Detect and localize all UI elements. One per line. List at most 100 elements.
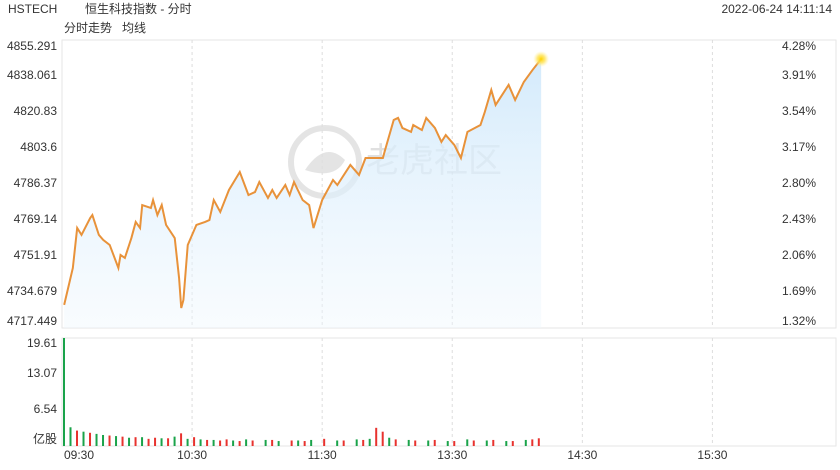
- volume-bar: [290, 440, 293, 446]
- volume-bar: [492, 439, 495, 446]
- volume-bar: [212, 439, 215, 446]
- volume-bar: [388, 437, 391, 446]
- volume-bar: [167, 438, 170, 446]
- volume-bar: [63, 338, 65, 446]
- volume-bar: [310, 439, 313, 446]
- x-tick-label: 10:30: [177, 448, 207, 462]
- y-tick-label: 4717.449: [7, 314, 57, 328]
- volume-bar: [381, 431, 384, 446]
- y2-tick-label: 1.32%: [782, 314, 816, 328]
- x-tick-label: 15:30: [697, 448, 727, 462]
- volume-bar: [245, 439, 248, 446]
- y2-tick-label: 3.91%: [782, 68, 816, 82]
- y2-tick-label: 4.28%: [782, 39, 816, 53]
- volume-bar: [264, 439, 267, 446]
- price-area: [64, 58, 542, 329]
- volume-bar: [505, 441, 508, 446]
- y-tick-label: 6.54: [34, 402, 58, 416]
- volume-bar: [433, 439, 436, 446]
- volume-bar: [186, 438, 189, 446]
- volume-bar: [414, 440, 417, 446]
- x-tick-label: 09:30: [64, 448, 94, 462]
- x-tick-label: 11:30: [308, 448, 337, 462]
- volume-bar: [173, 436, 176, 446]
- volume-bar: [206, 439, 209, 446]
- volume-bar: [193, 437, 196, 446]
- y2-tick-label: 2.06%: [782, 248, 816, 262]
- volume-bar: [342, 440, 345, 446]
- y-tick-label: 4820.83: [14, 104, 58, 118]
- legend-entry: 分时走势: [64, 21, 112, 35]
- volume-bar: [82, 431, 85, 446]
- volume-bar: [537, 438, 540, 446]
- y2-tick-label: 3.54%: [782, 104, 816, 118]
- volume-frame: [61, 337, 837, 447]
- y-tick-label: 4769.14: [14, 212, 58, 226]
- volume-bar: [225, 439, 228, 446]
- price-line: [63, 58, 542, 309]
- volume-bar: [102, 434, 105, 446]
- volume-bar: [297, 440, 300, 446]
- y2-tick-label: 2.43%: [782, 212, 816, 226]
- volume-bar: [141, 437, 144, 446]
- volume-bar: [323, 438, 326, 446]
- volume-bar: [180, 433, 183, 446]
- volume-bar: [147, 438, 150, 446]
- y2-tick-label: 1.69%: [782, 284, 816, 298]
- legend-entry: 均线: [122, 21, 146, 35]
- y-tick-label: 4751.91: [14, 248, 58, 262]
- volume-bar: [511, 441, 514, 446]
- volume-bar: [95, 433, 98, 446]
- volume-bar: [375, 427, 378, 446]
- volume-bar: [427, 440, 430, 446]
- volume-bar: [238, 441, 241, 446]
- volume-bar: [271, 439, 274, 446]
- unit-label: 亿股: [33, 431, 57, 446]
- y-tick-label: 4734.679: [7, 284, 57, 298]
- volume-bar: [69, 427, 72, 446]
- volume-bar: [89, 432, 92, 446]
- volume-bar: [232, 440, 235, 446]
- volume-bar: [453, 441, 456, 446]
- y2-tick-label: 2.80%: [782, 176, 816, 190]
- volume-bar: [524, 439, 527, 446]
- volume-bar: [199, 439, 202, 446]
- volume-bar: [336, 440, 339, 446]
- x-tick-label: 14:30: [567, 448, 597, 462]
- volume-bar: [485, 440, 488, 446]
- volume-bar: [472, 440, 475, 446]
- y-tick-label: 4838.061: [7, 68, 57, 82]
- volume-bar: [277, 441, 280, 446]
- volume-bar: [115, 436, 118, 446]
- volume-bar: [160, 438, 163, 446]
- volume-bar: [303, 441, 306, 446]
- volume-bar: [407, 439, 410, 446]
- y-tick-label: 19.61: [27, 336, 57, 350]
- volume-bar: [219, 440, 222, 446]
- timestamp: 2022-06-24 14:11:14: [721, 2, 832, 16]
- volume-bar: [466, 439, 469, 446]
- y-tick-label: 4786.37: [14, 176, 58, 190]
- volume-bar: [76, 430, 79, 446]
- volume-bar: [362, 439, 365, 446]
- x-tick-label: 13:30: [437, 448, 467, 462]
- volume-bar: [368, 438, 371, 446]
- symbol: HSTECH: [8, 2, 57, 16]
- volume-bar: [251, 440, 254, 446]
- volume-bar: [394, 439, 397, 446]
- last-point-glow: [533, 50, 550, 67]
- y-tick-label: 13.07: [27, 366, 57, 380]
- index-name: 恒生科技指数 - 分时: [85, 1, 192, 16]
- volume-bar: [134, 437, 137, 446]
- y-tick-label: 4803.6: [20, 140, 57, 154]
- y2-tick-label: 3.17%: [782, 140, 816, 154]
- volume-bar: [108, 435, 111, 446]
- y-tick-label: 4855.291: [7, 39, 57, 53]
- volume-bar: [128, 437, 131, 446]
- volume-bar: [355, 439, 358, 446]
- volume-bar: [121, 436, 124, 446]
- volume-bar: [446, 441, 449, 446]
- volume-bar: [154, 437, 157, 446]
